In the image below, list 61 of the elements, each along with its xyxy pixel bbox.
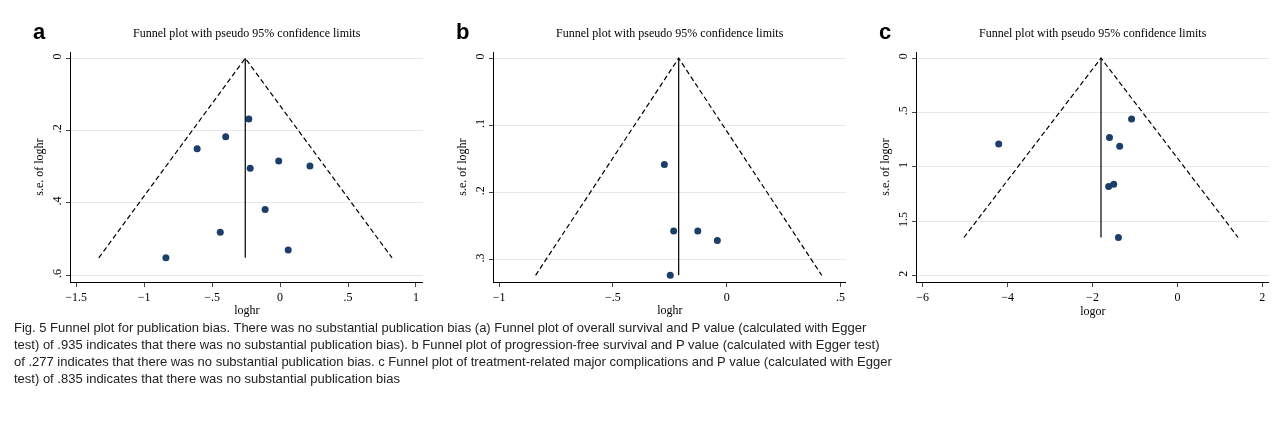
point (713, 236, 721, 244)
point (162, 254, 170, 262)
chart-title: Funnel plot with pseudo 95% confidence limits (133, 26, 361, 40)
point (275, 157, 283, 165)
x-axis-title: loghr (234, 303, 260, 318)
text: c (879, 19, 892, 44)
point (666, 271, 674, 279)
x-tick-label: −4 (1001, 290, 1015, 305)
point (660, 160, 668, 168)
x-tick-label: .5 (343, 290, 353, 305)
caption: Fig. 5 Funnel plot for publication bias. There was no substantial publication bias (a) Funnel plot of overall survival and P value (calculated with Egger test) of .935 indicates that there was no substantial publication bias). b Funnel plot of progression-free survival and P value (calculated with Egger test) of .277 indicates that there was no substantial publication bias. c Funnel plot of treatment-related major complications and P value (calculated with Egger test) of .835 indicates that there was no substantial publication bias (14, 320, 893, 386)
y-axis-title: s.e. of logor (877, 138, 892, 196)
x-tick-label: −2 (1086, 290, 1099, 305)
y-axis-title: s.e. of loghr (454, 138, 469, 196)
y-tick-label: 0 (896, 53, 911, 60)
x-axis-title: loghr (657, 303, 683, 318)
x-tick-label: −6 (916, 290, 930, 305)
y-tick-label: 0 (50, 53, 65, 60)
chart-title: Funnel plot with pseudo 95% confidence limits (556, 26, 784, 40)
x-tick-label: 2 (1259, 290, 1266, 305)
x-tick-label: −.5 (605, 290, 621, 305)
point (1128, 115, 1136, 123)
x-tick-label: 0 (1174, 290, 1181, 305)
point (216, 228, 224, 236)
point (1116, 142, 1124, 150)
point (670, 227, 678, 235)
y-tick-label: 1 (896, 162, 911, 169)
y-tick-label: .2 (473, 186, 488, 196)
x-tick-label: 1 (412, 290, 419, 305)
x-tick-label: 0 (723, 290, 730, 305)
point (222, 133, 230, 141)
point (1105, 182, 1113, 190)
y-tick-label: .2 (50, 124, 65, 134)
y-axis-title: s.e. of loghr (31, 138, 46, 196)
point (193, 145, 201, 153)
point (1114, 233, 1122, 241)
y-tick-label: .4 (50, 196, 65, 206)
x-axis-title: logor (1080, 304, 1106, 319)
x-tick-label: −1.5 (65, 290, 88, 305)
point (246, 164, 254, 172)
y-tick-label: 2 (896, 270, 911, 277)
point (694, 227, 702, 235)
y-tick-label: .3 (473, 253, 488, 263)
chart-title: Funnel plot with pseudo 95% confidence limits (979, 26, 1207, 40)
text: b (456, 19, 470, 44)
point (306, 162, 314, 170)
text: a (33, 19, 46, 44)
point (261, 205, 269, 213)
y-tick-label: .1 (473, 119, 488, 129)
x-tick-label: .5 (835, 290, 845, 305)
point (995, 140, 1003, 148)
y-tick-label: .6 (50, 268, 65, 278)
x-tick-label: 0 (277, 290, 284, 305)
x-tick-label: −.5 (204, 290, 220, 305)
y-tick-label: 1.5 (896, 211, 911, 227)
point (1106, 133, 1113, 141)
y-tick-label: .5 (896, 106, 911, 116)
x-tick-label: −1 (492, 290, 506, 305)
point (284, 246, 292, 254)
x-tick-label: −1 (137, 290, 151, 305)
y-tick-label: 0 (473, 53, 488, 60)
